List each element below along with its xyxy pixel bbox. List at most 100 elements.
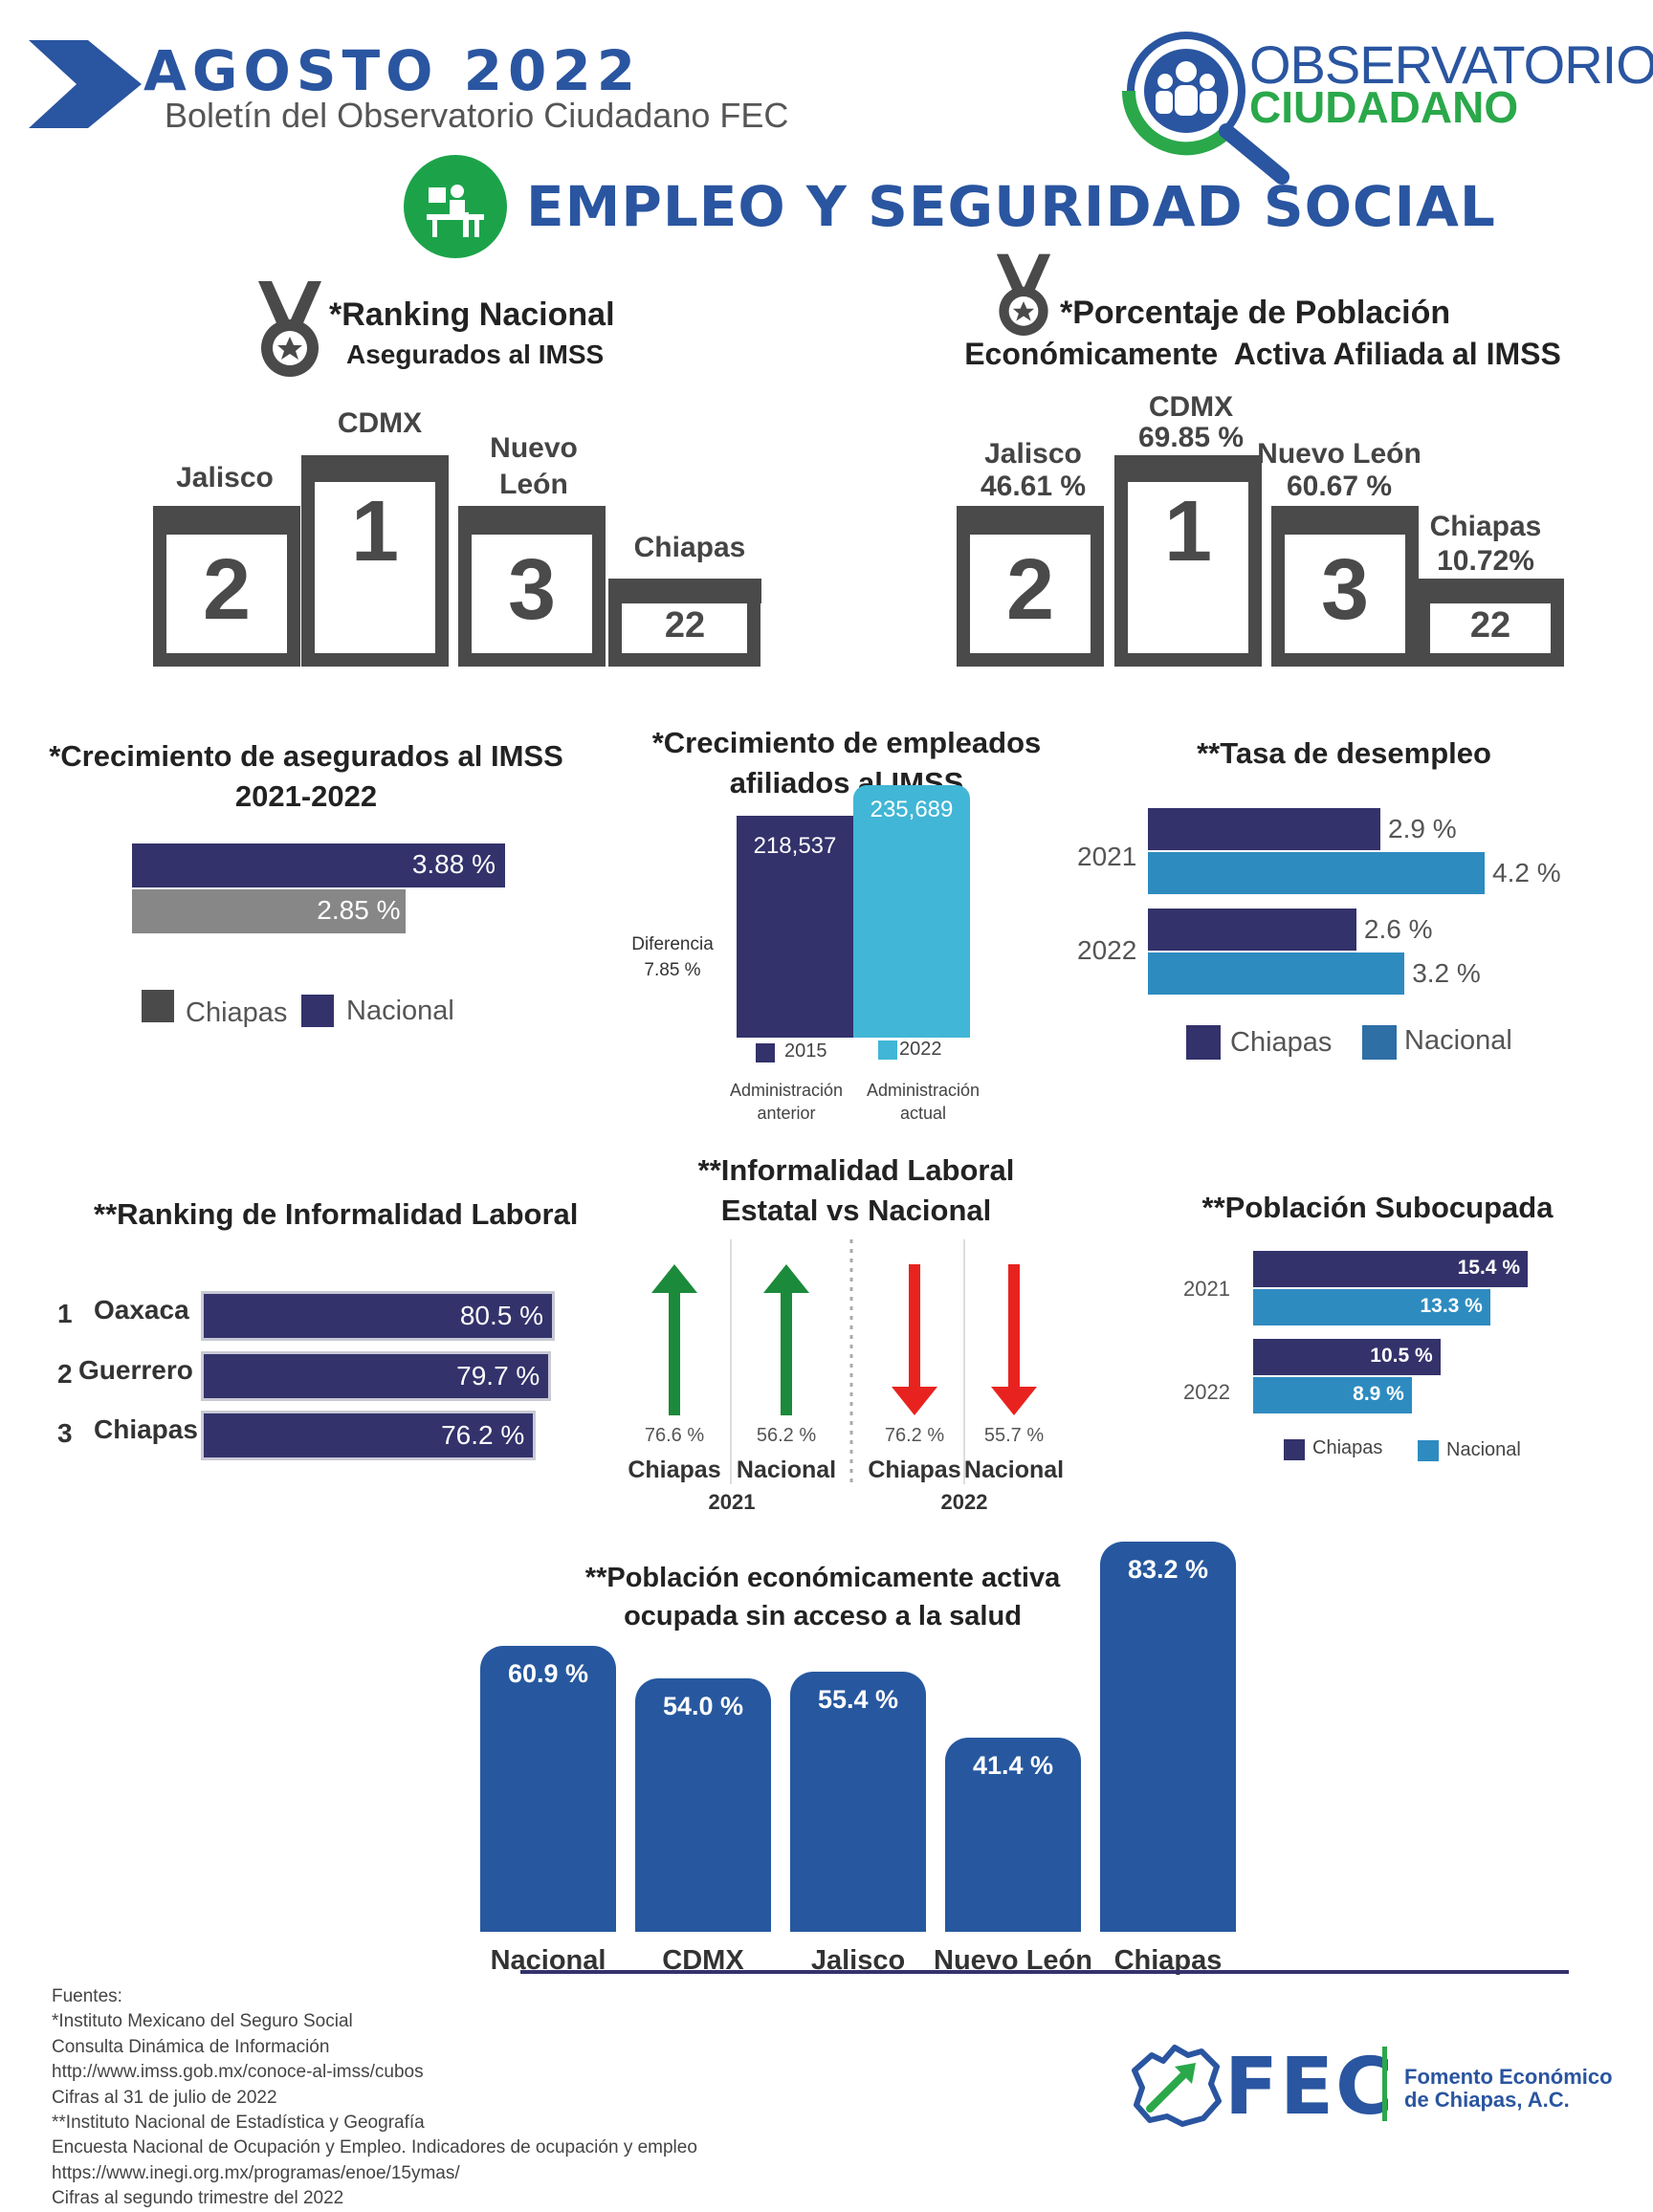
podium-rank: 3 bbox=[507, 542, 557, 638]
source-line: *Instituto Mexicano del Seguro Social bbox=[52, 2011, 353, 2032]
logo-ciudadano-text: CIUDADANO bbox=[1249, 82, 1519, 132]
fec-logo-text: FEC bbox=[1224, 2042, 1396, 2133]
health-bar-label: 55.4 % bbox=[817, 1685, 899, 1715]
legend-label: 2015 bbox=[784, 1040, 827, 1062]
informality-year-label: 2021 bbox=[708, 1490, 756, 1514]
legend-label: Chiapas bbox=[1312, 1437, 1383, 1458]
pea-imss-title: *Porcentaje de Población bbox=[1060, 295, 1451, 331]
arrow-up-icon bbox=[763, 1264, 809, 1415]
unemployment-bar-label: 3.2 % bbox=[1412, 958, 1481, 988]
growth-bar-chiapas bbox=[132, 889, 407, 933]
informality-name-label: Chiapas bbox=[628, 1456, 721, 1483]
legend-label: Chiapas bbox=[186, 997, 288, 1028]
source-line: Encuesta Nacional de Ocupación y Empleo.… bbox=[52, 2137, 697, 2158]
podium-state-pct: 10.72% bbox=[1437, 545, 1534, 577]
source-line: Consulta Dinámica de Información bbox=[52, 2036, 330, 2057]
informality-rank-number: 3 bbox=[57, 1418, 73, 1448]
informality-name-label: Chiapas bbox=[868, 1456, 961, 1483]
medal-icon bbox=[996, 253, 1051, 336]
podium-cap bbox=[1114, 455, 1262, 482]
fec-line1: Fomento Económico bbox=[1404, 2065, 1613, 2089]
podium-state-label: CDMX 69.85 % bbox=[1114, 392, 1267, 453]
podium-rank: 2 bbox=[202, 542, 252, 638]
underemployment-bar bbox=[1253, 1377, 1412, 1413]
logo-observatorio-text: OBSERVATORIO bbox=[1249, 34, 1653, 95]
employment-icon bbox=[404, 155, 507, 258]
legend-label: 2022 bbox=[899, 1039, 942, 1060]
podium-rank: 22 bbox=[664, 605, 706, 646]
podium-state-label: Chiapas bbox=[633, 532, 746, 563]
podium-state-label: Chiapas 10.72% bbox=[1414, 510, 1557, 579]
source-line: Cifras al 31 de julio de 2022 bbox=[52, 2087, 277, 2108]
chart-title: *Crecimiento de empleados afiliados al I… bbox=[651, 726, 1042, 799]
podium-cap bbox=[301, 455, 449, 482]
fec-line2: de Chiapas, A.C. bbox=[1404, 2088, 1570, 2112]
unemployment-bar bbox=[1148, 808, 1381, 850]
chart-title: **Ranking de Informalidad Laboral bbox=[94, 1197, 579, 1231]
arrow-down-icon bbox=[991, 1264, 1037, 1415]
arrow-down-icon bbox=[892, 1264, 937, 1415]
legend-label: Nacional bbox=[1446, 1439, 1521, 1460]
chart-title: **Informalidad Laboral Estatal vs Nacion… bbox=[697, 1153, 1015, 1227]
underemployment-bar-label: 13.3 % bbox=[1420, 1295, 1483, 1317]
section-title: EMPLEO Y SEGURIDAD SOCIAL bbox=[526, 174, 1496, 239]
underemployment-bar-label: 8.9 % bbox=[1353, 1383, 1404, 1405]
underemployment-bar bbox=[1253, 1251, 1528, 1287]
bulletin-subtitle: Boletín del Observatorio Ciudadano FEC bbox=[165, 96, 789, 135]
podium-cap bbox=[153, 506, 300, 535]
podium-cap bbox=[1271, 506, 1419, 535]
informality-rank-number: 1 bbox=[57, 1299, 73, 1328]
medal-icon bbox=[258, 281, 321, 377]
podium-state-pct: 69.85 % bbox=[1137, 422, 1245, 453]
informality-dividers bbox=[730, 1239, 965, 1484]
legend-swatch-nacional bbox=[301, 995, 334, 1027]
affiliates-bar-value: 235,689 bbox=[870, 796, 954, 822]
health-bar-label: 41.4 % bbox=[972, 1750, 1054, 1780]
year-label: 2021 bbox=[1077, 842, 1137, 871]
difference-annotation: Diferencia 7.85 % bbox=[631, 934, 714, 980]
growth-bar-nacional bbox=[132, 843, 505, 887]
underemployment-bar-label: 10.5 % bbox=[1370, 1345, 1433, 1367]
chiapas-map-icon bbox=[1132, 2045, 1222, 2127]
podium-cap bbox=[957, 506, 1104, 535]
podium-rank: 3 bbox=[1320, 542, 1370, 638]
health-bar bbox=[635, 1678, 771, 1932]
informality-name-label: Nacional bbox=[736, 1456, 837, 1483]
informality-bar-label: 80.5 % bbox=[459, 1301, 543, 1330]
unemployment-bar-label: 2.9 % bbox=[1388, 814, 1457, 843]
category-note: Administración anterior bbox=[729, 1081, 844, 1123]
informality-bar-label: 76.2 % bbox=[441, 1420, 525, 1450]
source-line: https://www.inegi.org.mx/programas/enoe/… bbox=[52, 2162, 460, 2183]
sources: Fuentes: *Instituto Mexicano del Seguro … bbox=[52, 1984, 913, 2212]
health-bar-label: 83.2 % bbox=[1127, 1555, 1209, 1584]
informality-bar-label: 79.7 % bbox=[456, 1361, 540, 1391]
legend-swatch-2015 bbox=[756, 1043, 775, 1062]
category-note: Administración actual bbox=[866, 1081, 981, 1123]
source-line: http://www.imss.gob.mx/conoce-al-imss/cu… bbox=[52, 2062, 424, 2083]
podium-cap bbox=[1417, 579, 1564, 603]
growth-bar-label: 3.88 % bbox=[411, 849, 496, 879]
informality-state-label: Chiapas bbox=[94, 1414, 198, 1444]
legend-swatch-chiapas bbox=[1284, 1439, 1305, 1460]
informality-rank-number: 2 bbox=[57, 1359, 73, 1389]
unemployment-bar bbox=[1148, 852, 1485, 894]
underemployment-bar bbox=[1253, 1289, 1490, 1325]
podium-state-name: Nuevo León bbox=[1257, 438, 1422, 470]
chart-title: **Población económicamente activa ocupad… bbox=[584, 1563, 1061, 1632]
health-bar-label: 54.0 % bbox=[662, 1692, 744, 1721]
podium-imss bbox=[153, 455, 761, 667]
health-bar bbox=[945, 1737, 1081, 1932]
informality-value-label: 76.6 % bbox=[644, 1425, 705, 1446]
podium-rank: 22 bbox=[1469, 605, 1511, 646]
pea-imss-subtitle: Económicamente Activa Afiliada al IMSS bbox=[964, 337, 1561, 371]
podium-state-name: CDMX bbox=[1148, 391, 1234, 423]
unemployment-bar-label: 4.2 % bbox=[1492, 858, 1561, 887]
legend-swatch-nacional bbox=[1418, 1440, 1439, 1461]
informality-bar bbox=[201, 1411, 537, 1460]
podium-state-pct: 60.67 % bbox=[1286, 471, 1393, 502]
informality-value-label: 56.2 % bbox=[756, 1425, 817, 1446]
podium-state-name: Chiapas bbox=[1429, 511, 1542, 542]
legend-label: Nacional bbox=[346, 996, 454, 1026]
affiliates-bar-2022 bbox=[853, 784, 970, 1038]
informality-bar bbox=[201, 1291, 555, 1341]
